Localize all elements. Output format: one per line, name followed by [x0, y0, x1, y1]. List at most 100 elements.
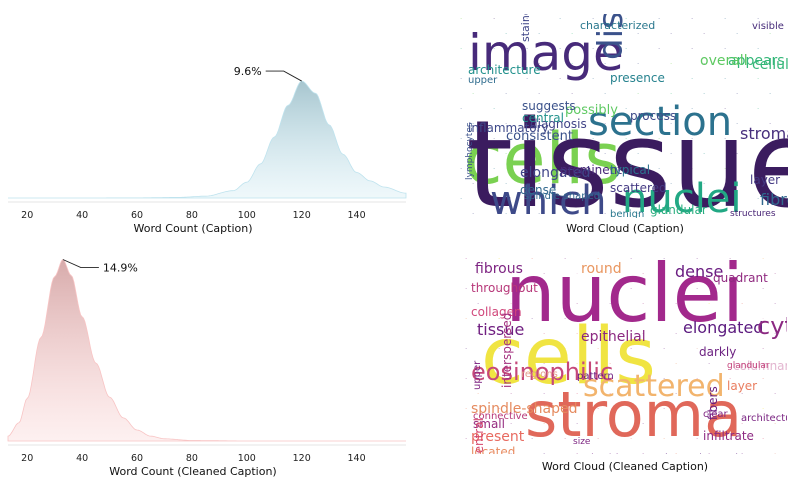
cloud-filler-word: ·	[663, 435, 666, 443]
cloud-filler-word: ·	[460, 15, 463, 23]
cloud-filler-word: ·	[559, 135, 562, 143]
cloud-filler-word: ·	[493, 15, 496, 23]
cloud-filler-word: ·	[769, 90, 772, 98]
cloud-filler-word: ·	[630, 255, 633, 263]
cloud-word: lymphocytes	[465, 122, 475, 180]
peak-annotation-line	[62, 259, 99, 268]
cloud-filler-word: ·	[604, 120, 607, 128]
cloud-word: architecture	[468, 63, 541, 77]
cloud-filler-word: ·	[597, 405, 600, 413]
cloud-filler-word: ·	[642, 300, 645, 308]
cloud-filler-word: ·	[696, 375, 699, 383]
cloud-filler-word: ·	[637, 210, 640, 218]
cloud-filler-word: ·	[465, 285, 468, 293]
cloud-filler-word: ·	[465, 315, 468, 323]
cloud-filler-word: ·	[604, 90, 607, 98]
cloud-filler-word: ·	[465, 435, 468, 443]
cloud-word: scattered	[610, 181, 667, 195]
cloud-word: prominent	[560, 163, 622, 177]
cloud-filler-word: ·	[571, 120, 574, 128]
cloud-filler-word: ·	[597, 255, 600, 263]
cloud-filler-word: ·	[630, 315, 633, 323]
cloud-filler-word: ·	[741, 450, 744, 455]
cloud-filler-word: ·	[493, 45, 496, 53]
cloud-filler-word: ·	[703, 210, 706, 218]
cloud-word: appears	[728, 53, 785, 69]
cloud-filler-word: ·	[757, 75, 760, 83]
cloud-word: eosinophilic	[471, 358, 614, 386]
cloud-word: process	[630, 109, 677, 123]
x-axis-title: Word Count (Caption)	[134, 222, 253, 235]
cloud-filler-word: ·	[642, 390, 645, 398]
cloud-filler-word: ·	[559, 15, 562, 23]
cloud-filler-word: ·	[637, 120, 640, 128]
x-tick-label: 140	[348, 453, 366, 464]
cloud-filler-word: ·	[604, 60, 607, 68]
cloud-filler-word: ·	[741, 300, 744, 308]
cloud-filler-word: ·	[757, 15, 760, 23]
cloud-filler-word: ·	[691, 75, 694, 83]
cloud-filler-word: ·	[505, 150, 508, 158]
cloud-filler-word: ·	[526, 15, 529, 23]
cloud-filler-word: ·	[592, 165, 595, 173]
cloud-filler-word: ·	[538, 90, 541, 98]
cloud-filler-word: ·	[576, 300, 579, 308]
cloud-filler-word: ·	[564, 315, 567, 323]
cloud-filler-word: ·	[564, 405, 567, 413]
cloud-word: fibrous	[475, 261, 523, 277]
cloud-filler-word: ·	[543, 420, 546, 428]
cloud-filler-word: ·	[510, 390, 513, 398]
cloud-filler-word: ·	[571, 210, 574, 218]
cloud-filler-word: ·	[724, 75, 727, 83]
cloud-filler-word: ·	[658, 195, 661, 203]
cloud-filler-word: ·	[460, 105, 463, 113]
cloud-filler-word: ·	[460, 135, 463, 143]
cloud-filler-word: ·	[477, 360, 480, 368]
cloud-filler-word: ·	[757, 105, 760, 113]
cloud-filler-word: ·	[531, 285, 534, 293]
caption-word-cloud-title: Word Cloud (Caption)	[566, 222, 684, 235]
cloud-filler-word: ·	[630, 405, 633, 413]
cloud-filler-word: ·	[625, 15, 628, 23]
cleaned-caption-word-count-density-chart: 20 40 60 80 100 120 140 Word Count (Cleaned Cap…	[7, 258, 406, 478]
cloud-filler-word: ·	[531, 405, 534, 413]
cloud-filler-word: ·	[510, 300, 513, 308]
x-tick-label: 120	[293, 453, 311, 464]
x-tick-label: 120	[293, 210, 311, 221]
cloud-filler-word: ·	[531, 375, 534, 383]
cloud-word: quadrant	[713, 271, 768, 285]
cloud-filler-word: ·	[769, 120, 772, 128]
cloud-filler-word: ·	[658, 45, 661, 53]
cleaned-caption-word-cloud-title: Word Cloud (Cleaned Caption)	[541, 460, 709, 473]
cloud-word: upper	[472, 360, 483, 390]
cloud-word: possibly	[565, 103, 618, 118]
cloud-filler-word: ·	[498, 285, 501, 293]
cloud-filler-word: ·	[592, 75, 595, 83]
cloud-filler-word: ·	[769, 150, 772, 158]
cloud-filler-word: ·	[531, 315, 534, 323]
cloud-filler-word: ·	[498, 255, 501, 263]
cloud-filler-word: ·	[477, 390, 480, 398]
cloud-filler-word: ·	[477, 450, 480, 455]
x-tick-label: 140	[348, 210, 366, 221]
cloud-filler-word: ·	[729, 285, 732, 293]
cloud-word: overall	[700, 53, 748, 69]
cloud-filler-word: ·	[769, 60, 772, 68]
cloud-filler-word: ·	[493, 135, 496, 143]
cloud-filler-word: ·	[630, 375, 633, 383]
cloud-filler-word: ·	[625, 165, 628, 173]
cloud-filler-word: ·	[658, 75, 661, 83]
cloud-filler-word: ·	[460, 165, 463, 173]
cloud-word: tissue	[477, 320, 525, 339]
cloud-filler-word: ·	[703, 60, 706, 68]
cloud-filler-word: ·	[696, 435, 699, 443]
cloud-filler-word: ·	[625, 135, 628, 143]
caption-word-cloud: · · · · · · · · · · · · · · · · · · · · · · · · · · · · · · · · · · · · · · · ·…	[460, 14, 788, 218]
cloud-word: cellular	[752, 57, 788, 73]
cloud-filler-word: ·	[696, 285, 699, 293]
cloud-word: small	[473, 417, 505, 431]
cloud-word: visible	[752, 21, 784, 32]
cloud-filler-word: ·	[691, 165, 694, 173]
x-tick-label: 80	[186, 210, 198, 221]
cloud-filler-word: ·	[757, 135, 760, 143]
